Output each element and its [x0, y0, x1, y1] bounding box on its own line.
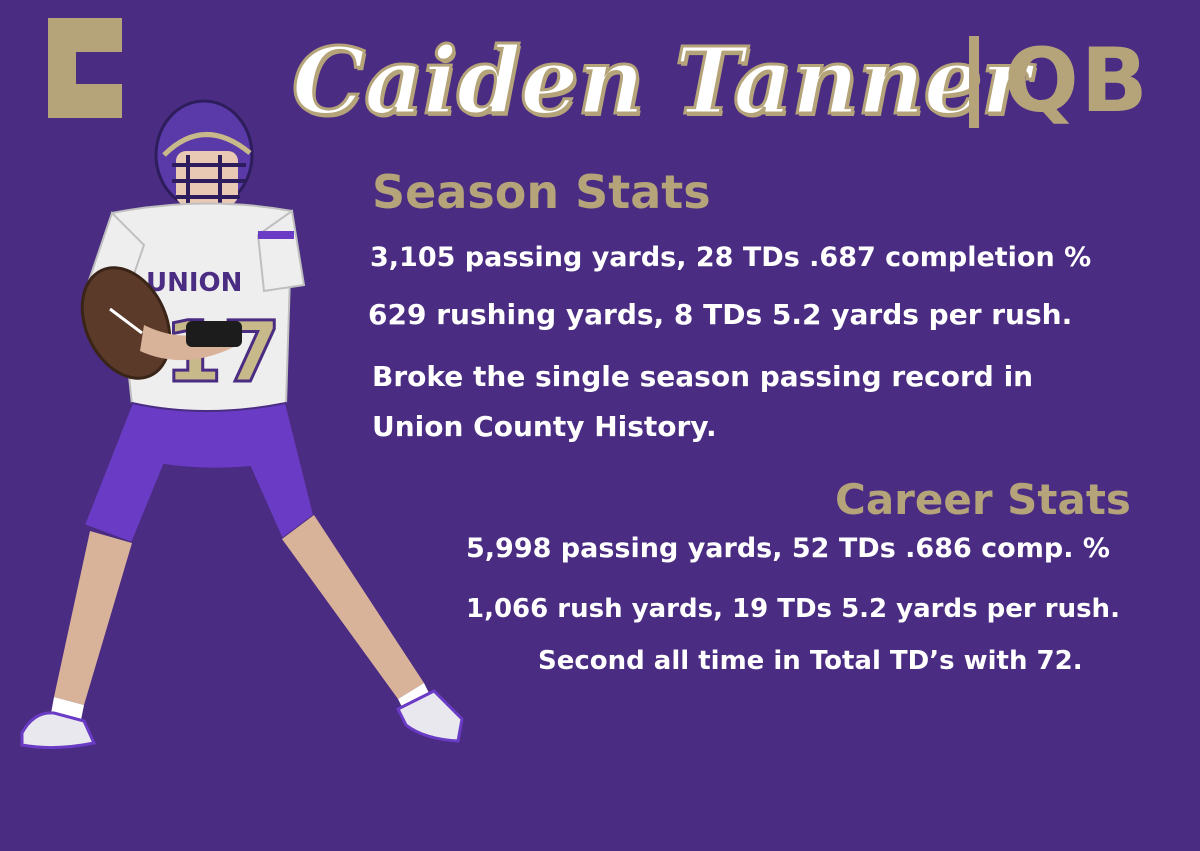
career-stat-passing: 5,998 passing yards, 52 TDs .686 comp. %: [466, 533, 1110, 564]
career-stat-total-tds: Second all time in Total TD’s with 72.: [538, 646, 1083, 676]
player-name: Caiden Tanner: [291, 26, 1032, 137]
block-c-logo: [48, 18, 122, 118]
season-stats-heading: Season Stats: [372, 165, 711, 219]
season-stat-rushing: 629 rushing yards, 8 TDs 5.2 yards per r…: [368, 298, 1073, 331]
player-position: QB: [1004, 29, 1150, 132]
career-stat-rushing: 1,066 rush yards, 19 TDs 5.2 yards per r…: [466, 594, 1120, 624]
jersey-text: UNION: [146, 268, 242, 298]
title-divider: [969, 36, 979, 128]
season-stat-passing: 3,105 passing yards, 28 TDs .687 complet…: [370, 242, 1092, 273]
season-stat-record: Broke the single season passing record i…: [372, 360, 1034, 443]
quarterback-photo: UNION 17: [20, 99, 464, 750]
career-stats-heading: Career Stats: [835, 475, 1131, 524]
